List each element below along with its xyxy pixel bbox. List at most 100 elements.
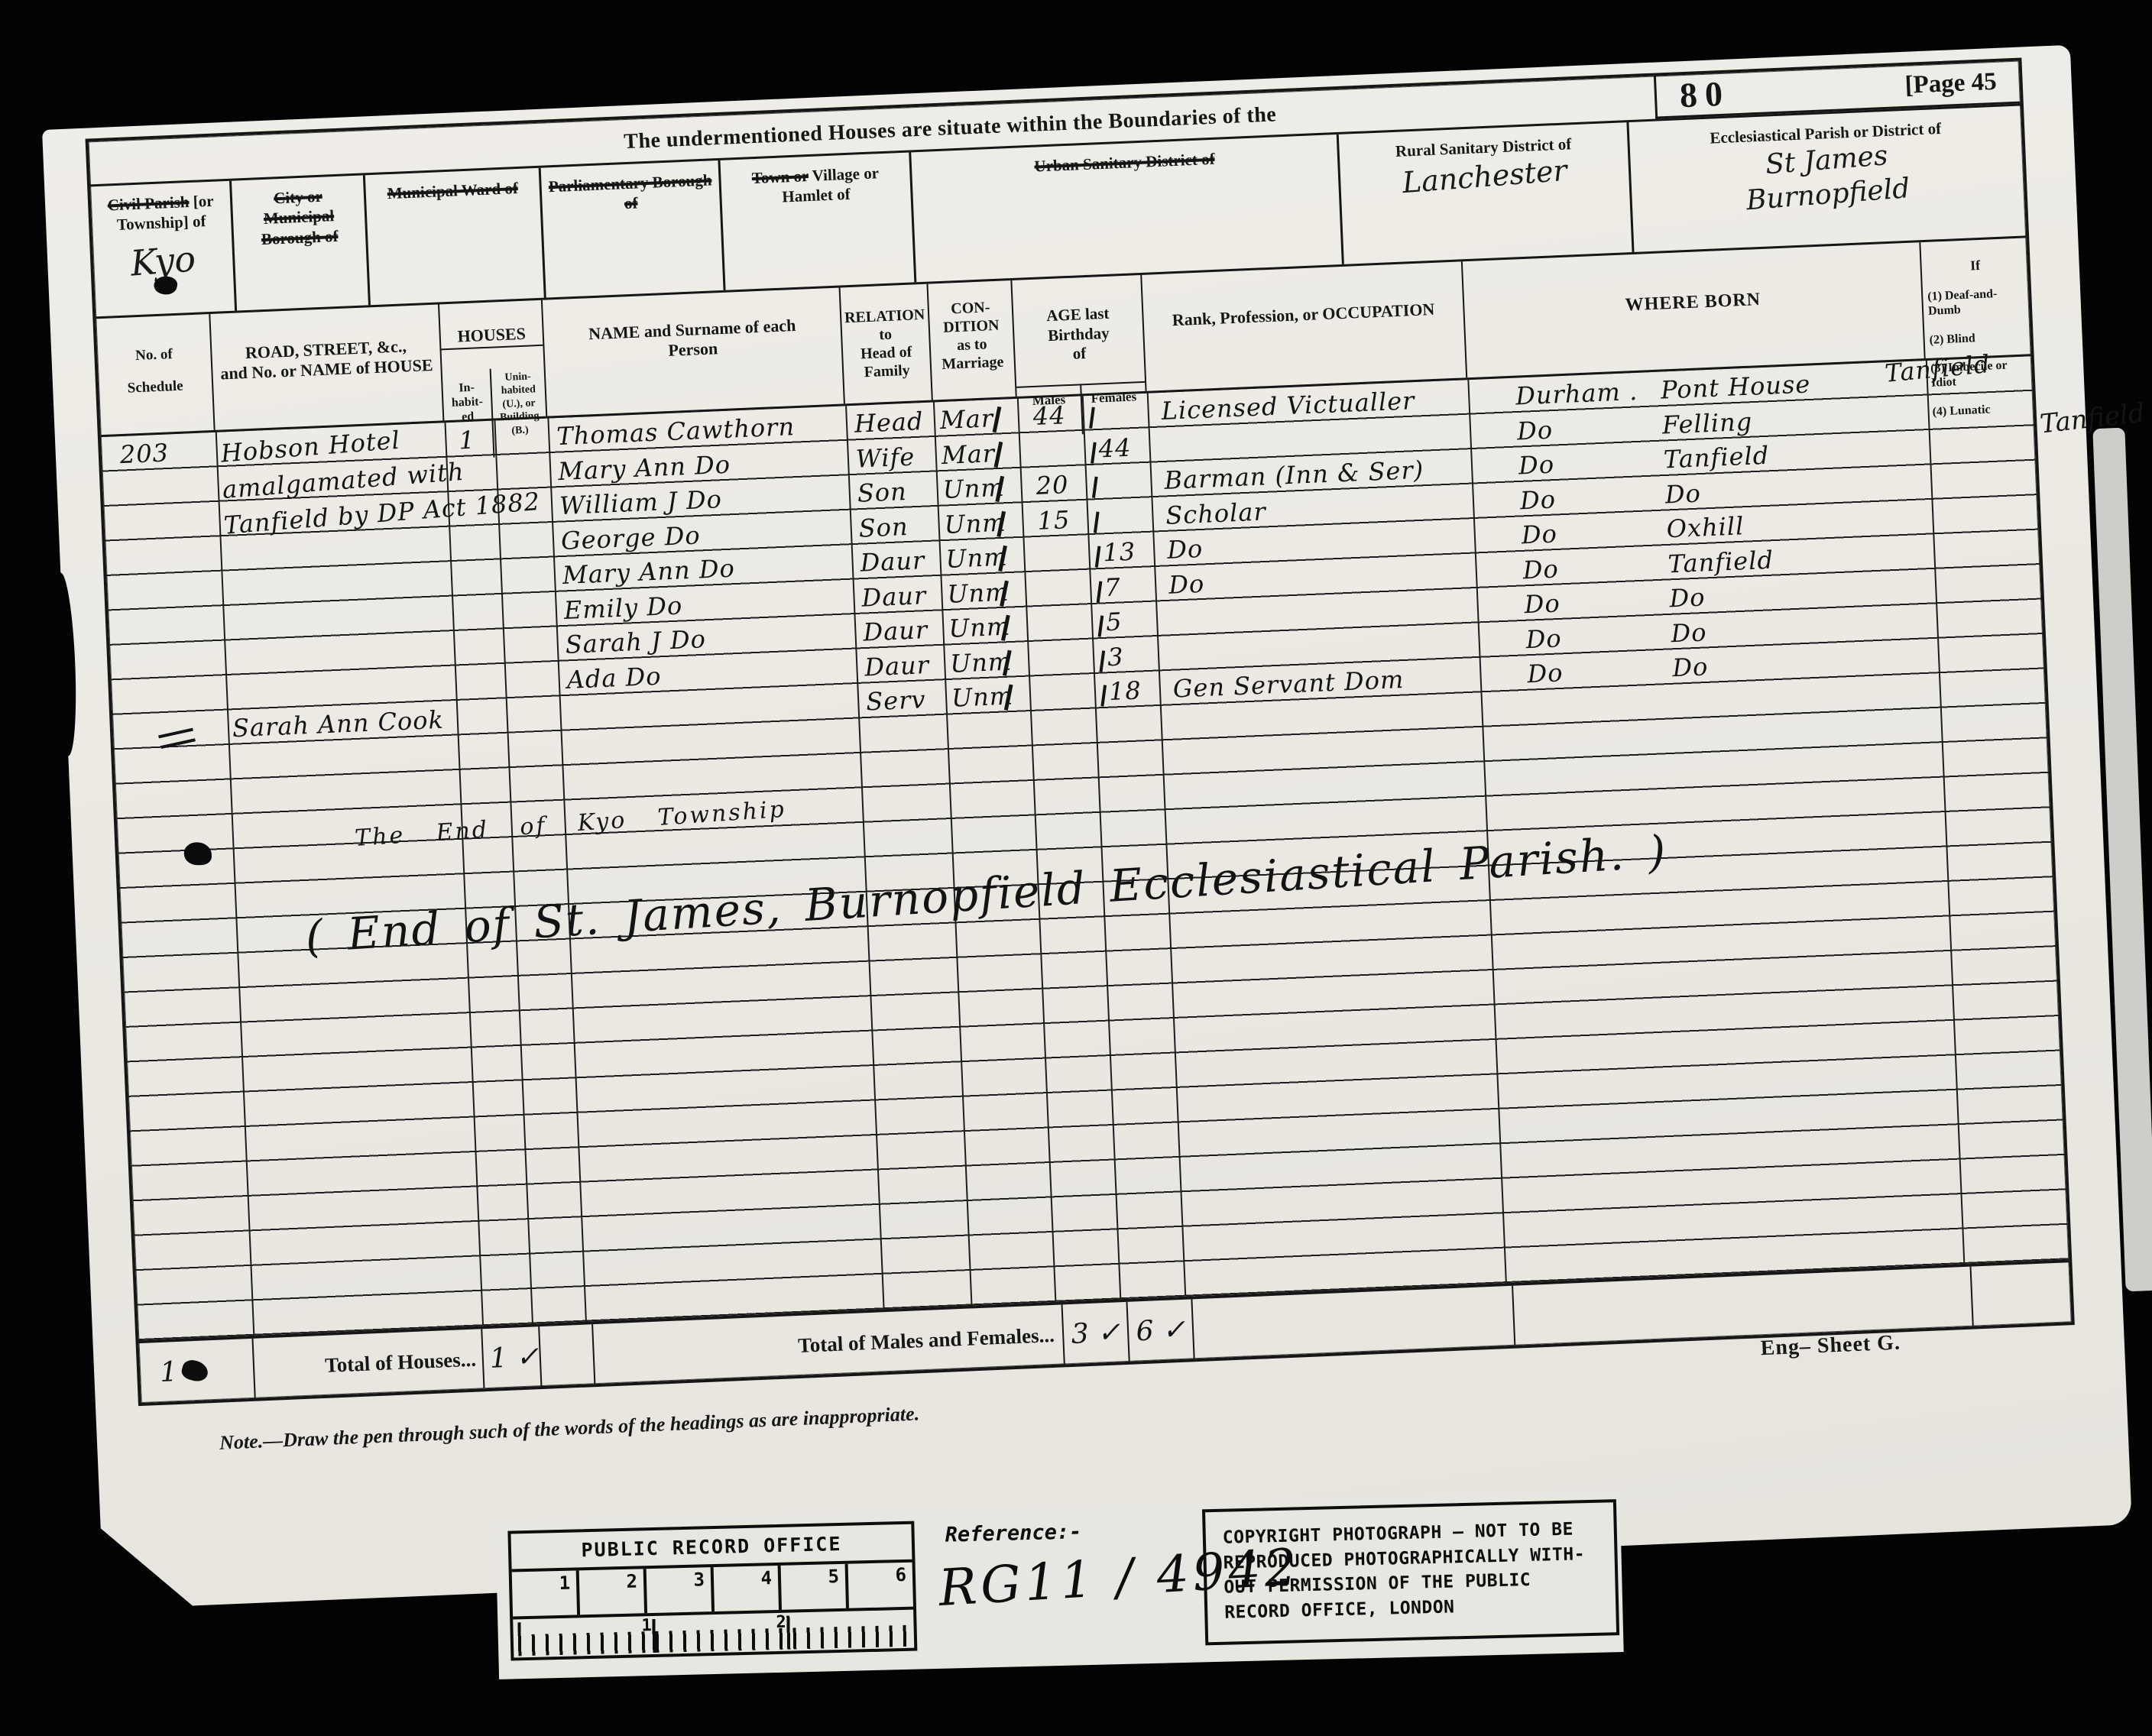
entry-relation: Wife	[855, 442, 916, 474]
enumerator-mark	[158, 727, 196, 750]
entry-born-place: Tanfield	[1667, 545, 1774, 578]
col-houses-label: HOUSES	[440, 320, 543, 351]
entry-born-county: Do	[1516, 415, 1554, 446]
entry-relation: Daur	[859, 546, 926, 578]
town-village-box: Town or Village or Hamlet of	[720, 152, 917, 290]
entry-name: Emily Do	[563, 590, 683, 625]
entry-born-county: Do	[1518, 449, 1555, 481]
totals-females-value: 6 ✓	[1135, 1313, 1186, 1347]
entry-born-county: Durham .	[1515, 376, 1638, 411]
col-schedule: No. of Schedule	[96, 313, 216, 436]
paper-tear	[50, 572, 79, 756]
ruler-cm-5: 5	[780, 1563, 849, 1610]
entry-relation: Daur	[864, 649, 930, 682]
ruler-cm-4: 4	[713, 1565, 783, 1612]
civil-parish-struck: Civil Parish	[107, 193, 190, 215]
totals-houses-label-cell: Total of Houses...	[253, 1329, 485, 1398]
entry-condition: Mar	[941, 438, 996, 470]
enumerator-tick	[1096, 580, 1103, 603]
col-age: AGE last Birthday of Males Females	[1012, 274, 1147, 437]
ruler-cm-6: 6	[895, 1563, 907, 1586]
entry-name: George Do	[560, 520, 702, 555]
entry-born-county: Do	[1526, 658, 1564, 689]
parish-end-note: ( End of St. James, Burnopfield Ecclesia…	[303, 825, 1669, 964]
page-label: [Page 45	[1904, 67, 1998, 99]
col-road: ROAD, STREET, &c., and No. or NAME of HO…	[210, 304, 445, 430]
enumerator-tick	[992, 406, 1002, 433]
enumerator-tick	[1097, 615, 1104, 637]
entry-born-county: Do	[1523, 588, 1561, 620]
entry-born-place: Do	[1668, 582, 1706, 614]
entry-born-place: Do	[1664, 478, 1702, 509]
entry-age-male: 20	[1035, 470, 1070, 500]
infirm-if: If	[1969, 257, 1981, 274]
ruler-cm-1: 1	[511, 1570, 581, 1617]
record-body: 203 Hobson Hotel 1 Thomas Cawthorn Head …	[100, 349, 2069, 1341]
reference-label: Reference:-	[945, 1520, 1082, 1547]
entry-born-county: Do	[1525, 623, 1563, 654]
census-form: The undermentioned Houses are situate wi…	[85, 57, 2075, 1407]
parliamentary-borough-box: Parliamentary Borough of	[540, 160, 726, 298]
totals-schedule-value: 1	[159, 1355, 178, 1388]
entry-inhabited: 1	[458, 425, 476, 455]
entry-name: Mary Ann Do	[557, 449, 731, 486]
sheet-label: Eng– Sheet G.	[1760, 1330, 1901, 1361]
entry-occupation: Do	[1166, 533, 1204, 565]
pro-stamp-strip: PUBLIC RECORD OFFICE 1 2 3 4 5 6 1 2 Ref…	[495, 1491, 1624, 1679]
totals-houses-value-cell: 1 ✓	[482, 1326, 542, 1389]
totals-females-cell: 6 ✓	[1126, 1299, 1195, 1362]
municipal-borough-struck: City or Municipal Borough of	[261, 186, 339, 248]
entry-age-female: 5	[1105, 607, 1123, 637]
entry-relation: Head	[854, 406, 925, 439]
enumerator-tick	[1091, 442, 1097, 464]
entry-age-male: 15	[1036, 504, 1071, 536]
totals-males-value: 3 ✓	[1070, 1316, 1122, 1350]
entry-born-county: Do	[1519, 484, 1557, 515]
totals-uninhabited-cell	[539, 1324, 595, 1387]
totals-houses-label: Total of Houses...	[324, 1347, 477, 1377]
infirm-item-2: (2) Blind	[1929, 331, 1975, 347]
urban-sanitary-box: Urban Sanitary District of	[911, 134, 1344, 283]
entry-occupation: Gen Servant Dom	[1172, 665, 1405, 704]
entry-relation: Daur	[860, 580, 927, 613]
entry-name: Sarah J Do	[565, 624, 707, 659]
col-where-born: WHERE BORN	[1462, 242, 1926, 378]
entry-born-place: Do	[1671, 652, 1710, 683]
entry-relation: Serv	[865, 685, 927, 717]
entry-born-county: Do	[1521, 519, 1558, 550]
civil-parish-box: Civil Parish [or Township] of Kyo	[90, 180, 238, 317]
col-houses: HOUSES In- habit- ed Unin- habited (U.),…	[439, 300, 548, 460]
entry-born-place: Felling	[1661, 406, 1753, 440]
census-page-paper: The undermentioned Houses are situate wi…	[42, 44, 2147, 1610]
enumerator-tick	[1091, 476, 1098, 498]
municipal-ward-box: Municipal Ward of	[365, 167, 546, 306]
ruler-ticks-major	[517, 1612, 910, 1657]
entry-age-female: 13	[1102, 536, 1136, 568]
totals-empty-cell	[1971, 1262, 2079, 1326]
enumerator-tick	[1093, 511, 1100, 533]
entry-age-female: 3	[1107, 641, 1125, 672]
entry-relation: Son	[857, 511, 909, 543]
entry-relation: Daur	[862, 615, 929, 647]
ruler-cm-3: 3	[646, 1567, 715, 1614]
entry-occupation: Scholar	[1165, 496, 1267, 530]
entry-condition: Mar	[939, 403, 994, 436]
ruler-inches: 1 2	[513, 1610, 914, 1661]
entry-age-female: 7	[1104, 572, 1122, 602]
col-name: NAME and Surname of each Person	[542, 287, 845, 416]
pro-ruler-box: PUBLIC RECORD OFFICE 1 2 3 4 5 6 1 2	[507, 1521, 918, 1661]
urban-sanitary-struck: Urban Sanitary District of	[1034, 149, 1216, 176]
entry-born-place: Tanfield	[1663, 440, 1770, 474]
rural-sanitary-value: Lanchester	[1401, 154, 1569, 200]
entry-age-female: 44	[1097, 432, 1133, 463]
enumerator-tick	[993, 441, 1003, 468]
folio-number: 80	[1678, 73, 1731, 115]
enumerator-tick	[1099, 649, 1106, 672]
township-end-note: The End of Kyo Township	[354, 795, 787, 853]
municipal-ward-struck: Municipal Ward of	[387, 178, 519, 203]
entry-name-servant: Sarah Ann Cook	[232, 704, 445, 743]
entry-schedule: 203	[119, 438, 170, 470]
ecclesiastical-parish-box: Ecclesiastical Parish or District of St …	[1629, 106, 2026, 252]
entry-age-female: 18	[1108, 675, 1142, 707]
